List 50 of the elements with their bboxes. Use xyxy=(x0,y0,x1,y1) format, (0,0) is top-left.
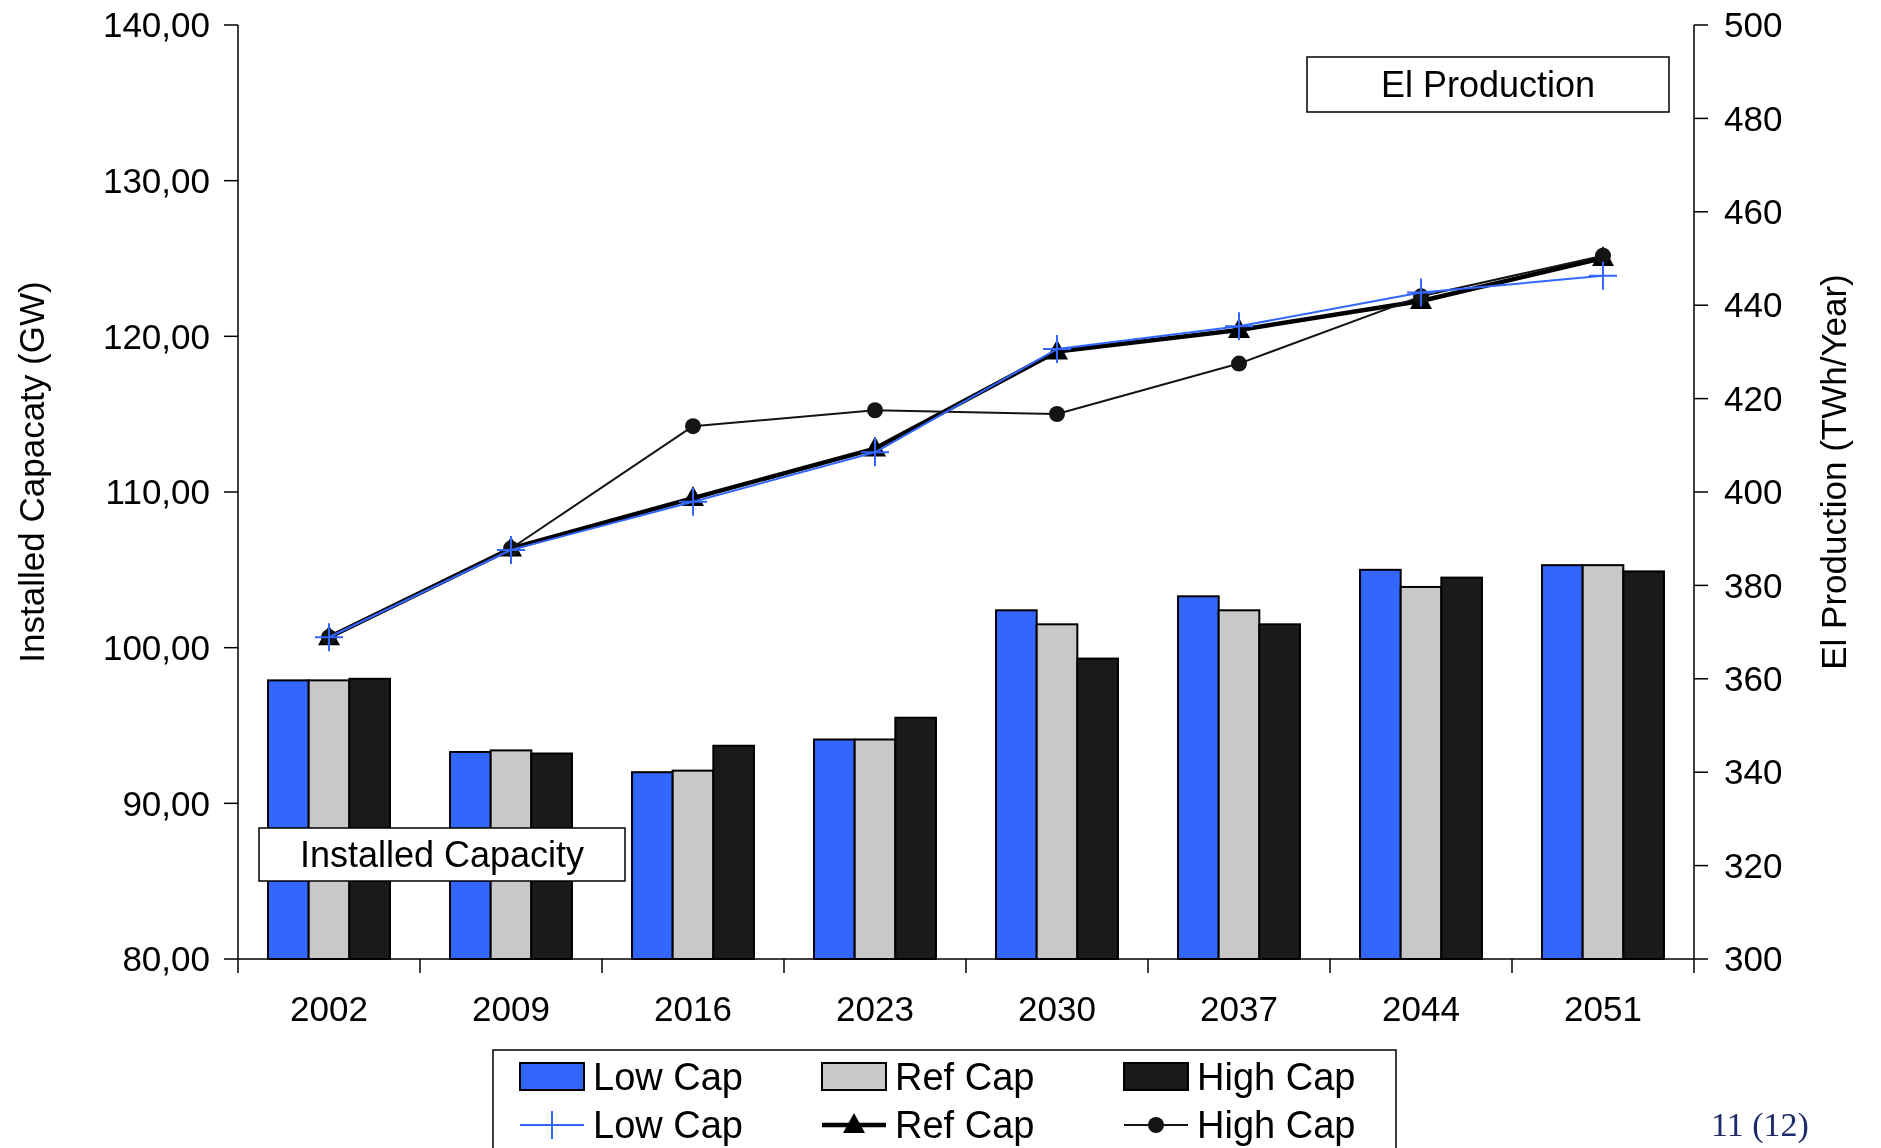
y-tick-label: 110,00 xyxy=(105,472,210,512)
y2-tick-label: 340 xyxy=(1724,752,1783,792)
y2-tick-label: 300 xyxy=(1724,939,1783,979)
y-tick-label: 130,00 xyxy=(102,160,210,200)
text-box: Installed Capacity xyxy=(258,827,626,882)
y-tick-label: 90,00 xyxy=(122,783,210,823)
legend-label: Ref Cap xyxy=(895,1056,1035,1099)
y-tick-label: 120,00 xyxy=(102,316,210,356)
legend-label: High Cap xyxy=(1197,1056,1356,1099)
y2-tick-label: 440 xyxy=(1724,285,1783,325)
point xyxy=(315,623,343,652)
point xyxy=(1589,261,1617,290)
point xyxy=(1231,355,1247,372)
annotation: Installed Capacity xyxy=(299,834,585,876)
text: 11 (12) xyxy=(1711,1105,1809,1144)
point xyxy=(497,535,525,564)
annotation: El Production xyxy=(1380,64,1596,106)
x-tick-label: 2016 xyxy=(654,989,732,1028)
point xyxy=(685,418,701,435)
y-axis-title: Installed Capacaty (GW) xyxy=(12,281,51,663)
point xyxy=(1225,312,1253,341)
legend-label: High Cap xyxy=(1197,1104,1356,1147)
legend-label: Ref Cap xyxy=(895,1104,1035,1147)
point xyxy=(679,487,707,516)
point xyxy=(1407,278,1435,307)
x-tick-label: 2030 xyxy=(1018,989,1096,1028)
y-tick-label: 140,00 xyxy=(102,5,210,45)
y2-tick-label: 420 xyxy=(1724,378,1783,418)
y-tick-label: 100,00 xyxy=(102,627,210,667)
x-tick-label: 2037 xyxy=(1200,989,1278,1028)
y2-tick-label: 320 xyxy=(1724,845,1783,885)
legend-label: Low Cap xyxy=(593,1104,743,1147)
x-tick-label: 2009 xyxy=(472,989,550,1028)
point xyxy=(861,438,889,467)
x-tick-label: 2044 xyxy=(1382,989,1460,1028)
y2-axis-title: El Production (TWh/Year) xyxy=(1814,274,1853,670)
text-box: El Production xyxy=(1306,56,1670,113)
y2-tick-label: 500 xyxy=(1724,5,1783,45)
legend-label: Low Cap xyxy=(593,1056,743,1099)
point xyxy=(867,402,883,419)
y-tick-label: 80,00 xyxy=(122,939,210,979)
y2-tick-label: 380 xyxy=(1724,565,1783,605)
x-tick-label: 2051 xyxy=(1564,989,1642,1028)
x-tick-label: 2023 xyxy=(836,989,914,1028)
y2-tick-label: 460 xyxy=(1724,192,1783,232)
point xyxy=(1049,406,1065,423)
y2-tick-label: 360 xyxy=(1724,659,1783,699)
x-tick-label: 2002 xyxy=(290,989,368,1028)
y2-tick-label: 400 xyxy=(1724,472,1783,512)
y2-tick-label: 480 xyxy=(1724,98,1783,138)
